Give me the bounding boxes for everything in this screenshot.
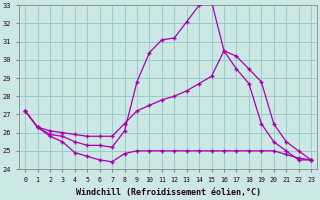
X-axis label: Windchill (Refroidissement éolien,°C): Windchill (Refroidissement éolien,°C)	[76, 188, 260, 197]
